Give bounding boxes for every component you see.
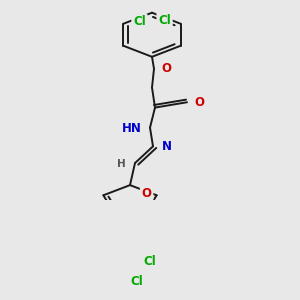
Text: O: O xyxy=(142,187,152,200)
Text: Cl: Cl xyxy=(133,15,146,28)
Text: Cl: Cl xyxy=(130,275,143,288)
Text: HN: HN xyxy=(122,122,142,136)
Text: Cl: Cl xyxy=(158,14,171,27)
Text: O: O xyxy=(161,62,171,75)
Text: O: O xyxy=(194,96,204,109)
Text: H: H xyxy=(117,159,125,170)
Text: N: N xyxy=(162,140,172,153)
Text: Cl: Cl xyxy=(143,255,156,268)
